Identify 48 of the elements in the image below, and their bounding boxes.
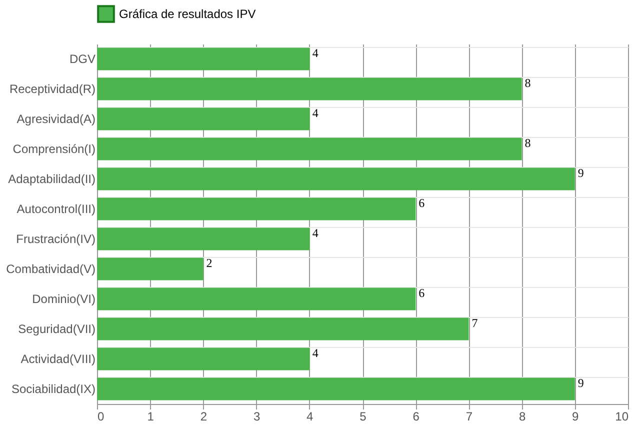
x-tick-label: 7 [466, 410, 473, 424]
data-label: 8 [524, 76, 531, 90]
bar [97, 198, 416, 220]
legend-label: Gráfica de resultados IPV [119, 7, 256, 21]
data-label: 7 [472, 316, 478, 330]
y-tick-label: Frustración(IV) [16, 232, 96, 246]
bar [97, 258, 204, 280]
bar [97, 108, 310, 130]
data-label: 9 [578, 376, 584, 390]
x-tick-label: 5 [360, 410, 367, 424]
y-tick-label: Autocontrol(III) [16, 202, 96, 216]
bar [97, 288, 416, 310]
data-label: 4 [312, 106, 318, 120]
bar [97, 78, 522, 100]
data-label: 9 [578, 166, 584, 180]
bar [97, 378, 575, 400]
bar [97, 138, 522, 160]
y-tick-label: Receptividad(R) [9, 82, 96, 96]
data-label: 4 [312, 46, 318, 60]
x-tick-label: 1 [147, 410, 154, 424]
bar [97, 348, 310, 370]
x-tick-label: 9 [572, 410, 580, 424]
bar [97, 168, 575, 190]
y-tick-label: Combatividad(V) [6, 262, 96, 276]
x-tick-label: 6 [412, 410, 420, 424]
y-tick-label: DGV [69, 52, 96, 66]
x-tick-label: 3 [253, 410, 260, 424]
x-tick-label: 0 [98, 410, 104, 424]
y-tick-label: Sociabilidad(IX) [11, 382, 96, 396]
x-tick-label: 4 [306, 410, 314, 424]
data-label: 8 [524, 136, 531, 150]
bar [97, 48, 310, 70]
bar [97, 228, 310, 250]
data-label: 4 [312, 226, 318, 240]
bar [97, 318, 469, 340]
data-label: 6 [418, 286, 425, 300]
y-tick-label: Dominio(VI) [32, 292, 96, 306]
y-tick-label: Adaptabilidad(II) [8, 172, 96, 186]
y-tick-label: Agresividad(A) [16, 112, 96, 126]
y-tick-label: Seguridad(VII) [18, 322, 96, 336]
x-tick-label: 10 [615, 410, 629, 424]
data-label: 6 [418, 196, 425, 210]
y-tick-label: Comprensión(I) [12, 142, 96, 156]
x-tick-label: 2 [200, 410, 208, 424]
data-label: 2 [206, 256, 212, 270]
y-tick-label: Actividad(VIII) [20, 352, 96, 366]
data-label: 4 [312, 346, 318, 360]
x-tick-label: 8 [518, 410, 526, 424]
